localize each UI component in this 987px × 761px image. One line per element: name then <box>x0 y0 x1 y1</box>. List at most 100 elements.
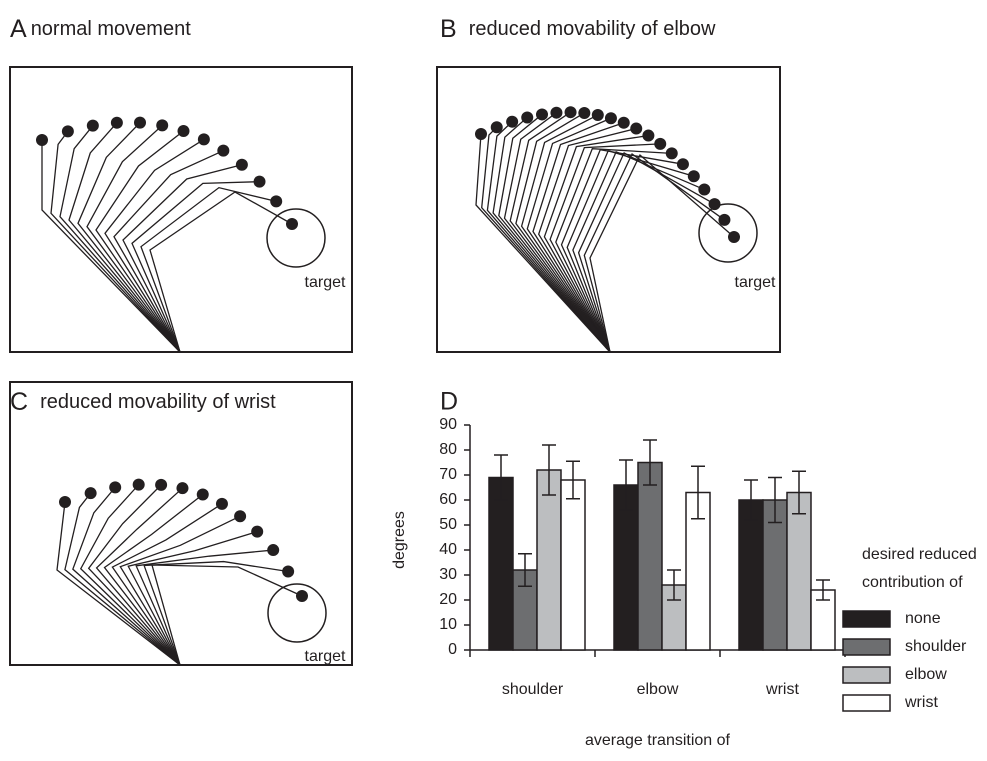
hand-dot <box>654 137 667 150</box>
arm <box>87 484 181 666</box>
arm <box>498 113 611 353</box>
arm <box>119 515 241 666</box>
hand-dot <box>591 108 604 121</box>
error-bar <box>667 569 681 601</box>
legend-swatch <box>842 638 891 656</box>
hand-dot <box>296 590 308 602</box>
y-tick-label: 0 <box>448 641 457 658</box>
arm <box>140 186 277 353</box>
panel-letter: D <box>440 388 458 416</box>
arm <box>583 152 725 353</box>
legend-label: elbow <box>905 666 947 683</box>
arm <box>79 484 181 666</box>
arm <box>149 191 293 353</box>
y-tick-label: 60 <box>439 491 457 508</box>
arm <box>122 164 243 353</box>
arm <box>86 124 181 353</box>
arm <box>509 111 611 353</box>
legend-label: wrist <box>904 694 938 711</box>
hand-dot <box>84 487 97 500</box>
hand-dot <box>521 111 534 124</box>
target-circle <box>698 203 758 263</box>
bar <box>613 484 639 651</box>
arm <box>95 487 183 666</box>
target-label: target <box>305 648 346 665</box>
hand-dot <box>267 544 280 557</box>
hand-dot <box>235 158 248 171</box>
arm <box>549 143 661 353</box>
hand-dot <box>708 198 721 211</box>
error-bar <box>744 479 758 521</box>
error-bar <box>792 470 806 515</box>
arm <box>41 140 181 353</box>
hand-dot <box>490 121 503 134</box>
hand-dot <box>134 116 146 129</box>
arm <box>111 503 223 666</box>
hand-dot <box>665 147 678 160</box>
x-tick-label: elbow <box>637 681 679 698</box>
x-tick-label: shoulder <box>502 681 564 698</box>
arm <box>104 138 205 353</box>
legend-title: contribution of <box>862 574 963 591</box>
error-bar <box>542 444 556 496</box>
panel-title: reduced movability of elbow <box>469 18 716 40</box>
hand-dot <box>604 112 617 125</box>
arm <box>135 549 274 666</box>
hand-dot <box>718 213 731 226</box>
arm <box>543 134 649 353</box>
hand-dot <box>196 488 209 501</box>
y-axis-label: degrees <box>391 511 408 569</box>
hand-dot <box>282 565 295 578</box>
arm <box>555 148 672 353</box>
arm <box>486 121 611 353</box>
arm <box>127 531 258 666</box>
y-tick-label: 70 <box>439 466 457 483</box>
hand-dot <box>642 129 655 142</box>
panel-frame <box>9 381 353 666</box>
bar <box>488 476 514 651</box>
error-bar <box>518 553 532 587</box>
arm <box>526 117 612 353</box>
error-bar <box>619 459 633 511</box>
hand-dot <box>630 122 643 135</box>
hand-dot <box>578 106 591 119</box>
hand-dot <box>176 482 189 495</box>
hand-dot <box>197 133 210 146</box>
arm <box>475 133 611 353</box>
arm <box>113 150 224 353</box>
hand-dot <box>687 170 700 183</box>
arm <box>520 114 611 353</box>
hand-dot <box>550 106 563 119</box>
panel-frame <box>436 66 781 353</box>
panel-letter: C <box>10 388 28 416</box>
hand-dot <box>217 144 230 157</box>
hand-dot <box>110 116 123 129</box>
arm <box>77 122 181 353</box>
arm <box>68 122 181 353</box>
legend-title: desired reduced <box>862 546 977 563</box>
hand-dot <box>234 510 247 523</box>
y-tick-label: 30 <box>439 566 457 583</box>
arm <box>537 127 637 353</box>
bar <box>536 469 562 651</box>
arm <box>143 560 289 666</box>
hand-dot <box>506 115 519 128</box>
arm <box>56 501 181 666</box>
arm <box>492 116 611 353</box>
hand-dot <box>728 231 740 243</box>
arm <box>151 564 303 666</box>
error-bar <box>768 476 782 524</box>
y-tick-label: 80 <box>439 441 457 458</box>
hand-dot <box>109 481 122 494</box>
arm <box>515 112 611 353</box>
panel-title: reduced movability of wrist <box>40 391 276 413</box>
bar <box>560 479 586 651</box>
y-tick-label: 20 <box>439 591 457 608</box>
error-bar <box>816 579 830 601</box>
arm <box>566 150 694 353</box>
legend-label: none <box>905 610 941 627</box>
hand-dot <box>61 125 74 138</box>
arm <box>532 122 624 353</box>
